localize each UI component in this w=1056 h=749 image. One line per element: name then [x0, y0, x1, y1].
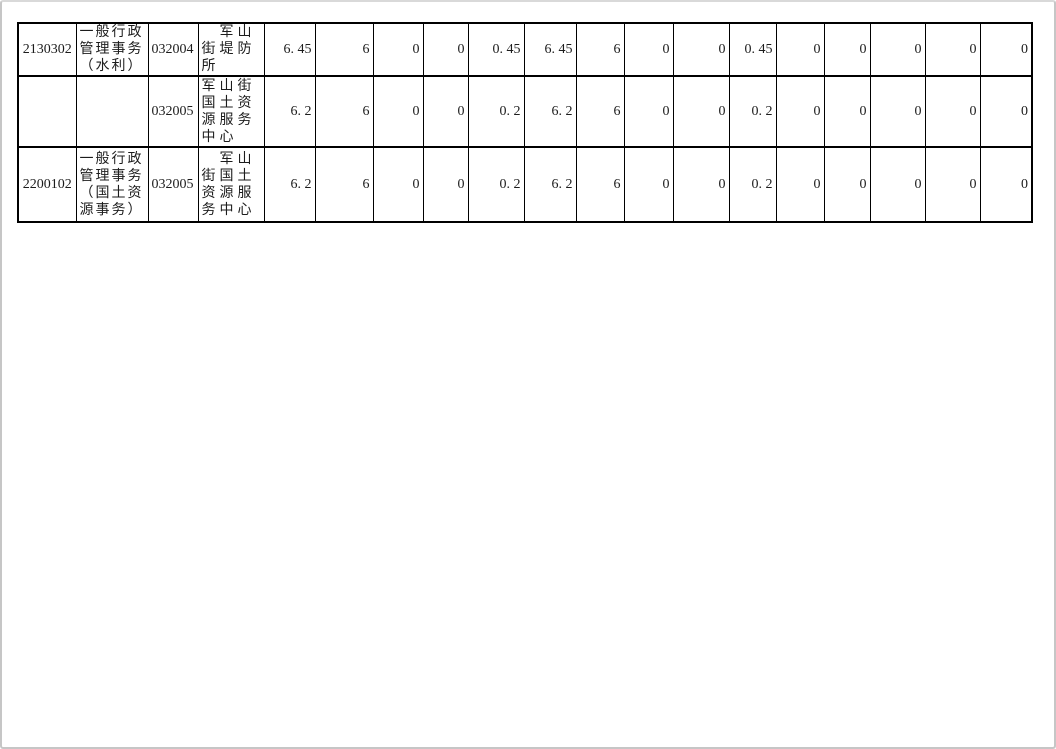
cell-unit-code: 032004	[147, 22, 199, 77]
cell-amount: 0	[422, 75, 469, 148]
cell-amount: 6	[575, 75, 625, 148]
cell-amount: 0	[924, 146, 981, 223]
cell-amount: 0. 2	[728, 146, 777, 223]
cell-amount: 0	[869, 75, 926, 148]
cell-func-name	[75, 75, 149, 148]
cell-amount: 0	[823, 22, 871, 77]
cell-func-code: 2200102	[17, 146, 77, 223]
cell-func-code	[17, 75, 77, 148]
cell-amount: 0. 45	[467, 22, 525, 77]
table-row: 2130302 一般行政 管理事务 （水利） 032004 军山 街堤防 所 6…	[17, 22, 1033, 77]
cell-amount: 0	[422, 146, 469, 223]
table-row: 2200102 一般行政 管理事务 （国土资 源事务） 032005 军山 街国…	[17, 146, 1033, 223]
cell-amount: 0. 2	[728, 75, 777, 148]
cell-unit-name: 军山 街国土 资源服 务中心	[197, 146, 265, 223]
cell-unit-code: 032005	[147, 146, 199, 223]
cell-unit-name: 军山 街堤防 所	[197, 22, 265, 77]
cell-amount: 6	[314, 146, 374, 223]
cell-amount: 6	[314, 75, 374, 148]
cell-amount: 0	[924, 22, 981, 77]
cell-amount: 0	[372, 146, 424, 223]
cell-amount: 6. 2	[263, 75, 316, 148]
cell-amount: 0	[672, 146, 730, 223]
cell-amount: 0	[823, 146, 871, 223]
cell-amount: 0	[979, 75, 1033, 148]
cell-func-code: 2130302	[17, 22, 77, 77]
cell-amount: 0	[823, 75, 871, 148]
cell-unit-name: 军山街 国土资 源服务 中心	[197, 75, 265, 148]
cell-amount: 0	[924, 75, 981, 148]
cell-amount: 6. 2	[263, 146, 316, 223]
cell-amount: 0	[979, 22, 1033, 77]
cell-amount: 6	[575, 146, 625, 223]
cell-amount: 0. 2	[467, 75, 525, 148]
cell-amount: 6. 45	[523, 22, 577, 77]
cell-amount: 0	[775, 22, 825, 77]
cell-amount: 0	[672, 22, 730, 77]
cell-amount: 0	[672, 75, 730, 148]
cell-amount: 0. 2	[467, 146, 525, 223]
cell-amount: 6	[575, 22, 625, 77]
cell-func-name: 一般行政 管理事务 （国土资 源事务）	[75, 146, 149, 223]
cell-amount: 0	[775, 75, 825, 148]
table-row: 032005 军山街 国土资 源服务 中心 6. 2 6 0 0 0. 2 6.…	[17, 75, 1033, 148]
cell-func-name: 一般行政 管理事务 （水利）	[75, 22, 149, 77]
cell-amount: 0. 45	[728, 22, 777, 77]
cell-amount: 0	[623, 22, 674, 77]
cell-amount: 0	[372, 22, 424, 77]
cell-amount: 0	[869, 22, 926, 77]
budget-table: 2130302 一般行政 管理事务 （水利） 032004 军山 街堤防 所 6…	[17, 22, 1033, 223]
cell-unit-code: 032005	[147, 75, 199, 148]
cell-amount: 0	[869, 146, 926, 223]
cell-amount: 0	[623, 75, 674, 148]
cell-amount: 6. 2	[523, 75, 577, 148]
cell-amount: 6. 45	[263, 22, 316, 77]
cell-amount: 6	[314, 22, 374, 77]
cell-amount: 0	[372, 75, 424, 148]
cell-amount: 0	[422, 22, 469, 77]
cell-amount: 0	[623, 146, 674, 223]
cell-amount: 6. 2	[523, 146, 577, 223]
cell-amount: 0	[775, 146, 825, 223]
cell-amount: 0	[979, 146, 1033, 223]
